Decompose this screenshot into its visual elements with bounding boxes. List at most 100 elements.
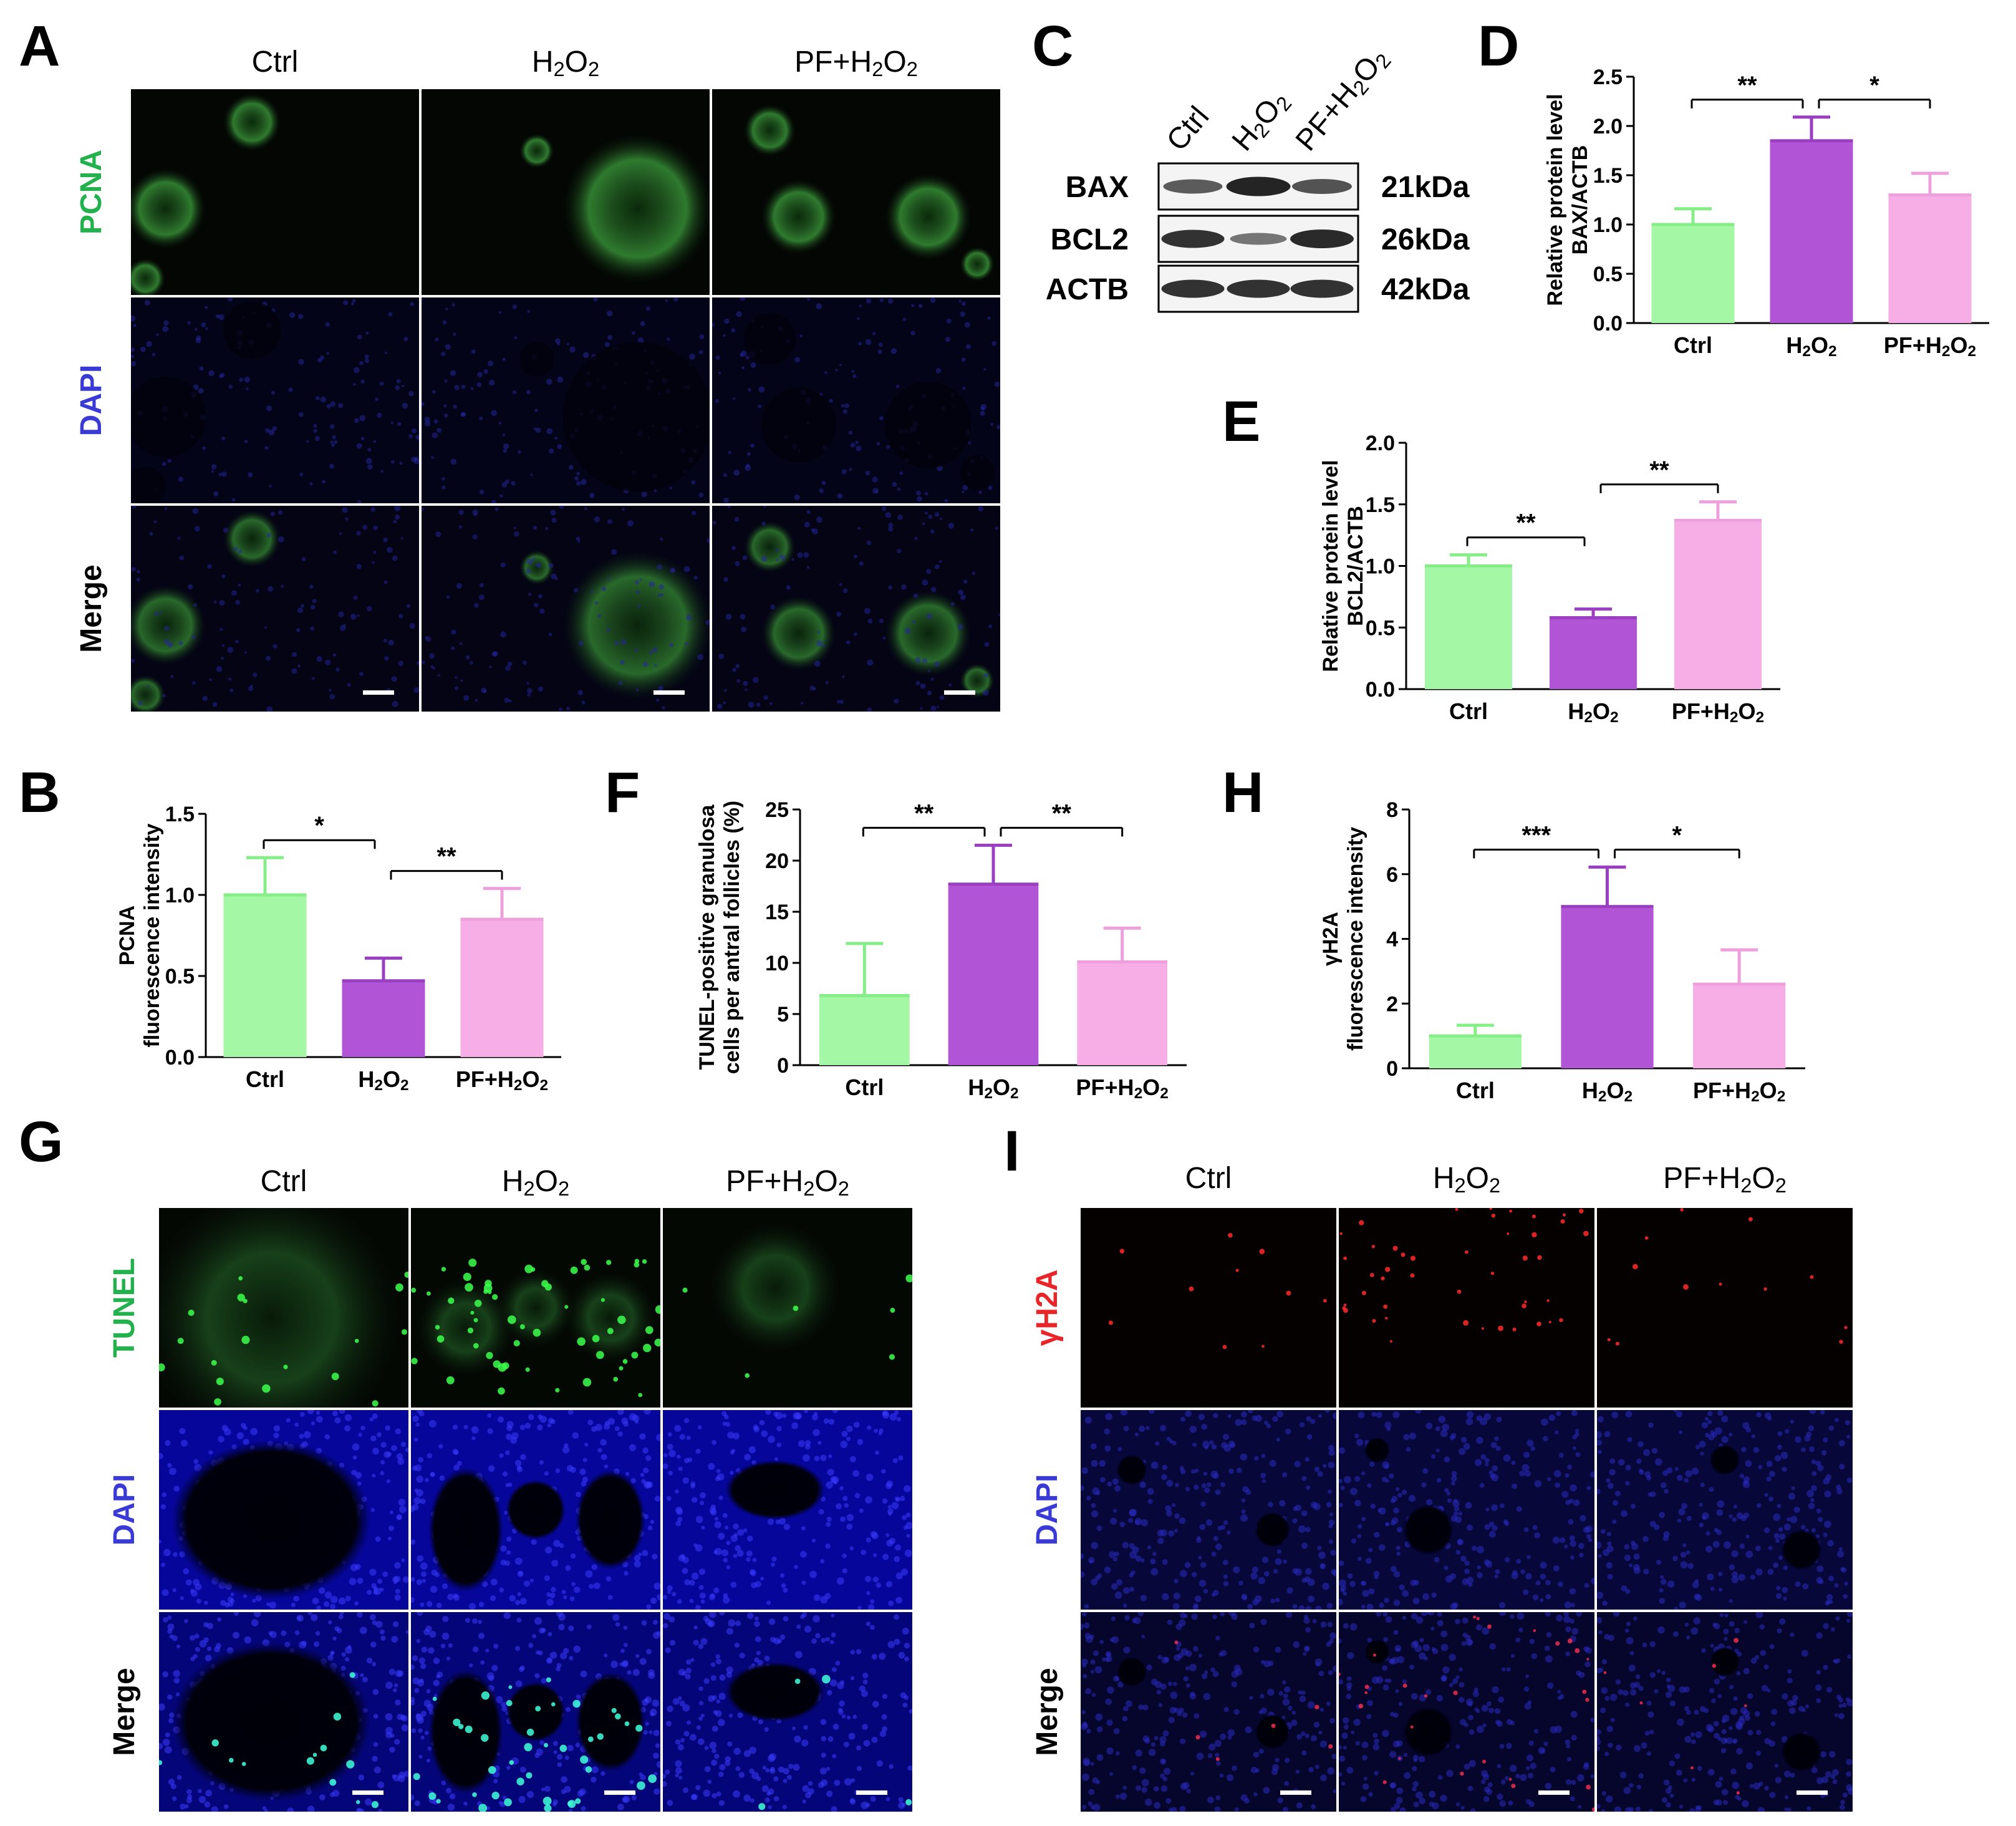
chart-e-ytick-label: 0.0: [1366, 678, 1395, 702]
panel-g-tile-2-1: [411, 1612, 660, 1812]
chart-h-bar-2: [1561, 906, 1654, 1068]
chart-e-category-1: Ctrl: [1449, 698, 1488, 724]
panel-a-row-label-1: PCNA: [75, 150, 108, 234]
chart-e-bar-3: [1674, 520, 1762, 689]
panel-a-tile-1-1: [422, 297, 710, 503]
chart-e-category-2: H2O2: [1568, 698, 1618, 726]
chart-d-ytick-label: 2.0: [1593, 115, 1623, 138]
chart-b-ytick-label: 1.0: [165, 884, 195, 907]
scale-bar: [1538, 1790, 1570, 1795]
panel-i-row-label-2: DAPI: [1031, 1474, 1064, 1546]
chart-b-bar-1: [223, 895, 307, 1057]
panel-a-tile-0-1: [422, 89, 710, 295]
chart-f-bar-1: [819, 995, 910, 1065]
panel-g-tile-2-2: [663, 1612, 912, 1812]
chart-h-bar-3: [1693, 984, 1786, 1068]
panel-i-column-1: Ctrl: [1185, 1162, 1232, 1195]
panel-a-tile-2-2: [712, 506, 1000, 712]
chart-d-ylabel-2: BAX/ACTB: [1568, 145, 1592, 255]
chart-f-ytick-label: 25: [765, 798, 789, 822]
panel-i-tile-0-2: [1597, 1208, 1853, 1408]
panel-letter-a: A: [19, 14, 60, 78]
scale-bar: [1797, 1790, 1828, 1795]
scale-bar: [604, 1790, 635, 1795]
panel-g-tile-0-1: [411, 1208, 660, 1408]
chart-e-ytick-label: 1.0: [1366, 555, 1395, 579]
chart-d-category-3: PF+H2O2: [1884, 332, 1976, 360]
chart-e-category-3: PF+H2O2: [1672, 698, 1764, 726]
chart-d-ytick-label: 2.5: [1593, 65, 1623, 89]
chart-d-significance-1: **: [1737, 72, 1757, 99]
blot-band: [1290, 229, 1354, 248]
chart-d-significance-2: *: [1869, 72, 1879, 99]
chart-d-ytick-label: 1.5: [1593, 164, 1623, 188]
chart-e-bar-1: [1425, 566, 1512, 689]
chart-d-bar-1: [1651, 225, 1735, 323]
blot-protein-label: BCL2: [1051, 223, 1129, 256]
panel-i-row-label-3: Merge: [1031, 1668, 1064, 1756]
chart-e: 0.0 0.5 1.0 1.5 2.0 Relative protein level BCL…: [1319, 432, 1780, 726]
scale-bar: [352, 1790, 383, 1795]
chart-b-bar-2: [342, 980, 425, 1057]
chart-f-significance-1: **: [914, 799, 934, 827]
blot-protein-label: ACTB: [1046, 273, 1129, 306]
chart-b-significance-2: **: [436, 843, 456, 871]
panel-letter-i: I: [1004, 1119, 1020, 1183]
panel-i-column-2: H2O2: [1433, 1162, 1500, 1197]
panel-g-row-label-3: Merge: [108, 1668, 141, 1756]
blot-band: [1161, 279, 1225, 298]
panel-i-tile-0-1: [1339, 1208, 1594, 1408]
blot-size-label: 42kDa: [1381, 273, 1470, 306]
blot-band: [1227, 279, 1290, 298]
chart-f-ylabel-2: cells per antral follicles (%): [720, 801, 744, 1074]
panel-a-tile-0-0: [131, 89, 419, 295]
chart-e-ytick-label: 0.5: [1366, 616, 1395, 640]
chart-f-significance-2: **: [1052, 799, 1072, 827]
chart-b-ylabel-2: fluorescence intensity: [140, 823, 164, 1047]
panel-i-tile-1-0: [1081, 1410, 1336, 1610]
panel-i-row-label-1: γH2A: [1031, 1270, 1064, 1346]
chart-h-ylabel-2: fluorescence intensity: [1344, 827, 1367, 1051]
panel-a-row-label-3: Merge: [75, 564, 108, 652]
chart-d-ytick-label: 0.0: [1593, 312, 1623, 336]
panel-letter-h: H: [1222, 761, 1264, 824]
panel-letter-c: C: [1032, 14, 1074, 78]
blot-protein-label: BAX: [1066, 171, 1129, 204]
scale-bar: [654, 690, 685, 695]
panel-a-column-2: H2O2: [532, 46, 599, 80]
chart-h-significance-2: *: [1672, 821, 1682, 849]
chart-f-bar-2: [948, 884, 1039, 1065]
chart-e-bar-2: [1550, 617, 1637, 689]
panel-letter-d: D: [1478, 14, 1520, 78]
chart-b-bar-3: [460, 919, 544, 1057]
panel-i-tile-2-2: [1597, 1612, 1853, 1812]
panel-a-tile-2-1: [422, 506, 710, 712]
chart-f: 0 5 10 15 20 25 TUNEL-positive granulosa cells …: [695, 798, 1187, 1102]
panel-a-column-1: Ctrl: [252, 46, 299, 79]
blot-band: [1292, 179, 1352, 194]
panel-a-tile-1-0: [131, 297, 419, 503]
panel-i-tile-2-0: [1081, 1612, 1336, 1812]
chart-e-ytick-label: 2.0: [1366, 432, 1395, 455]
blot-band: [1163, 179, 1223, 194]
panel-i-tile-2-1: [1339, 1612, 1594, 1812]
panel-a-column-3: PF+H2O2: [794, 46, 918, 80]
panel-letter-f: F: [605, 761, 640, 824]
chart-d-bar-2: [1770, 140, 1853, 323]
panel-c-lane-2: H2O2: [1226, 84, 1296, 158]
chart-f-ytick-label: 5: [777, 1003, 789, 1027]
chart-d-category-1: Ctrl: [1674, 332, 1712, 358]
chart-h-ytick-label: 4: [1386, 928, 1398, 952]
chart-e-significance-2: **: [1649, 457, 1669, 484]
panel-g-row-label-2: DAPI: [108, 1474, 141, 1546]
panel-g-tile-0-2: [663, 1208, 912, 1408]
chart-e-ytick-label: 1.5: [1366, 493, 1395, 517]
chart-f-ytick-label: 20: [765, 849, 789, 873]
panel-g-tile-2-0: [159, 1612, 408, 1812]
panel-a-tile-0-2: [712, 89, 1000, 295]
chart-b-ytick-label: 1.5: [165, 803, 195, 826]
chart-h-ylabel-1: γH2A: [1319, 912, 1343, 966]
chart-b-category-3: PF+H2O2: [456, 1066, 548, 1094]
